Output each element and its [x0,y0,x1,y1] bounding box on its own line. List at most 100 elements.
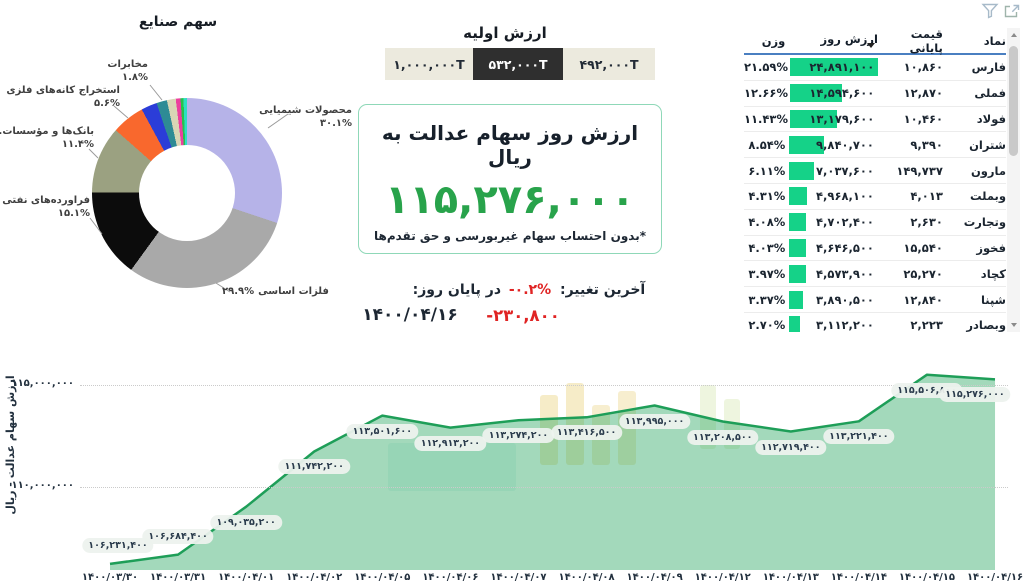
close-price-cell: ۹,۳۹۰ [910,137,943,152]
table-row[interactable]: فملی ۱۲,۸۷۰ ۱۴,۵۹۴,۶۰۰ ۱۲.۶۶% [744,81,1006,107]
slice-pct: ۲۹.۹% [222,286,255,297]
slice-label: استخراج کانه‌های فلزی [6,85,120,96]
x-axis-label: ۱۴۰۰/۰۴/۰۸ [558,572,615,583]
expand-icon[interactable] [1003,3,1021,19]
scrollbar-up-icon[interactable] [1007,28,1020,42]
day-value-text: ۴,۶۴۶,۵۰۰ [816,240,874,255]
table-row[interactable]: فارس ۱۰,۸۶۰ ۲۴,۸۹۱,۱۰۰ ۲۱.۵۹% [744,55,1006,81]
point-value-label: ۱۱۳,۲۷۴,۲۰۰ [482,428,555,444]
value-bar [789,135,825,154]
value-bar [790,58,879,77]
column-header-close-price[interactable]: قیمت پایانی [909,28,943,55]
area-chart-svg [109,373,996,570]
column-header-day-value-label: ارزش روز [820,32,878,46]
day-value-amount: ۱۱۵,۲۷۶,۰۰۰ [384,177,636,223]
table-scrollbar[interactable] [1007,28,1020,332]
table-row[interactable]: وتجارت ۲,۶۳۰ ۴,۷۰۲,۴۰۰ ۴.۰۸% [744,210,1006,236]
day-value-text: ۱۳,۱۷۹,۶۰۰ [809,111,875,126]
point-value-label: ۱۱۵,۲۷۶,۰۰۰ [939,387,1011,403]
day-value-text: ۳,۱۱۲,۲۰۰ [816,318,874,332]
weight-cell: ۴.۰۳% [748,240,786,255]
point-value-label: ۱۱۳,۹۹۵,۰۰۰ [618,413,691,429]
day-value-cell: ۳,۸۹۰,۵۰۰ [789,287,878,312]
x-axis-label: ۱۴۰۰/۰۴/۰۱ [218,572,275,583]
holdings-table: نماد قیمت پایانی ارزش روز وزن فارس ۱۰,۸۶۰… [744,28,1006,332]
holdings-table-body: فارس ۱۰,۸۶۰ ۲۴,۸۹۱,۱۰۰ ۲۱.۵۹% فملی ۱۲,۸۷۰ ۱۴,۵… [744,55,1006,332]
holdings-table-header: نماد قیمت پایانی ارزش روز وزن [744,28,1006,55]
symbol-cell: کچاد [980,266,1006,281]
point-value-label: ۱۱۳,۲۲۱,۴۰۰ [823,429,895,445]
table-row[interactable]: وبصادر ۲,۲۲۳ ۳,۱۱۲,۲۰۰ ۲.۷۰% [744,313,1006,332]
x-axis-label: ۱۴۰۰/۰۴/۰۹ [626,572,683,583]
day-value-text: ۹,۸۴۰,۷۰۰ [816,137,874,152]
column-header-symbol[interactable]: نماد [983,33,1006,48]
slice-pct: ۱.۸% [121,72,148,83]
day-value-text: ۲۴,۸۹۱,۱۰۰ [809,60,875,75]
weight-cell: ۲۱.۵۹% [744,60,788,75]
column-header-day-value[interactable]: ارزش روز [789,28,878,53]
day-value-text: ۳,۸۹۰,۵۰۰ [816,292,874,307]
close-price-cell: ۱۵,۵۴۰ [903,240,943,255]
close-price-cell: ۲۵,۲۷۰ [903,266,943,281]
close-price-cell: ۴,۰۱۳ [910,189,943,204]
symbol-cell: فارس [971,60,1006,75]
column-header-weight[interactable]: وزن [761,33,786,48]
end-of-day-label: در پایان روز: [412,282,501,298]
weight-cell: ۶.۱۱% [748,163,786,178]
initial-value-option-1000000[interactable]: ۱,۰۰۰,۰۰۰T [385,48,473,80]
slice-label: فلزات اساسی [258,286,329,297]
x-axis-label: ۱۴۰۰/۰۴/۱۶ [966,572,1024,583]
donut-hole [139,145,235,241]
table-row[interactable]: مارون ۱۴۹,۷۳۷ ۷,۰۳۷,۶۰۰ ۶.۱۱% [744,158,1006,184]
day-value-cell: ۷,۰۳۷,۶۰۰ [789,158,878,183]
point-value-label: ۱۱۲,۹۱۳,۲۰۰ [414,435,487,451]
table-row[interactable]: شپنا ۱۲,۸۴۰ ۳,۸۹۰,۵۰۰ ۳.۳۷% [744,287,1006,313]
scrollbar-thumb[interactable] [1009,46,1018,156]
weight-cell: ۱۲.۶۶% [744,86,788,101]
x-axis-label: ۱۴۰۰/۰۴/۱۳ [762,572,819,583]
last-change-amount: -۲۳۰,۸۰۰ [486,306,560,325]
table-row[interactable]: فخوز ۱۵,۵۴۰ ۴,۶۴۶,۵۰۰ ۴.۰۳% [744,236,1006,262]
slice-label: بانک‌ها و مؤسسات... [0,126,94,137]
day-value-cell: ۴,۷۰۲,۴۰۰ [789,210,878,235]
filter-icon[interactable] [981,3,999,19]
x-axis-label: ۱۴۰۰/۰۴/۱۲ [694,572,751,583]
table-row[interactable]: کچاد ۲۵,۲۷۰ ۴,۵۷۳,۹۰۰ ۳.۹۷% [744,261,1006,288]
day-value-text: ۷,۰۳۷,۶۰۰ [816,163,874,178]
x-axis-label: ۱۴۰۰/۰۴/۰۵ [354,572,411,583]
point-value-label: ۱۱۲,۷۱۹,۴۰۰ [755,439,827,455]
slice-pct: ۵.۶% [93,98,120,109]
day-value-cell: ۴,۹۶۸,۱۰۰ [789,184,878,209]
day-value-cell: ۲۴,۸۹۱,۱۰۰ [790,55,879,80]
table-row[interactable]: فولاد ۱۰,۴۶۰ ۱۳,۱۷۹,۶۰۰ ۱۱.۴۳% [744,107,1006,133]
x-axis-label: ۱۴۰۰/۰۴/۰۶ [422,572,479,583]
initial-value-option-532000[interactable]: ۵۳۲,۰۰۰T [473,48,563,80]
day-value-text: ۴,۵۷۳,۹۰۰ [816,266,874,281]
value-bar [789,238,806,257]
close-price-cell: ۲,۲۲۳ [910,318,943,332]
symbol-cell: مارون [970,163,1006,178]
slice-label: محصولات شیمیایی [259,105,352,116]
x-axis-label: ۱۴۰۰/۰۴/۰۷ [490,572,547,583]
watermark [388,443,516,491]
slice-pct: ۱۱.۴% [61,139,94,150]
last-change-pct: -۰.۲% [508,282,552,298]
table-row[interactable]: وبملت ۴,۰۱۳ ۴,۹۶۸,۱۰۰ ۴.۳۱% [744,184,1006,210]
table-row[interactable]: شتران ۹,۳۹۰ ۹,۸۴۰,۷۰۰ ۸.۵۴% [744,132,1006,159]
area-fill [110,374,996,570]
day-value-cell: ۴,۵۷۳,۹۰۰ [789,261,878,286]
close-price-cell: ۱۴۹,۷۳۷ [896,163,943,178]
x-axis-label: ۱۴۰۰/۰۴/۱۵ [898,572,956,583]
weight-cell: ۸.۵۴% [748,137,786,152]
point-value-label: ۱۰۶,۲۳۱,۴۰۰ [82,537,154,553]
day-value-cell: ۱۳,۱۷۹,۶۰۰ [790,107,878,132]
initial-value-option-492000[interactable]: ۴۹۲,۰۰۰T [563,48,655,80]
value-bar [790,84,842,103]
y-axis-tick: ۱۱۵,۰۰۰,۰۰۰ [11,378,74,389]
day-value-text: ۱۴,۵۹۴,۶۰۰ [809,86,875,101]
initial-value-title: ارزش اولیه [463,24,547,42]
day-value-panel: ارزش روز سهام عدالت به ریال ۱۱۵,۲۷۶,۰۰۰ … [358,104,662,254]
scrollbar-down-icon[interactable] [1007,318,1020,332]
slice-label: مخابرات [107,59,148,70]
